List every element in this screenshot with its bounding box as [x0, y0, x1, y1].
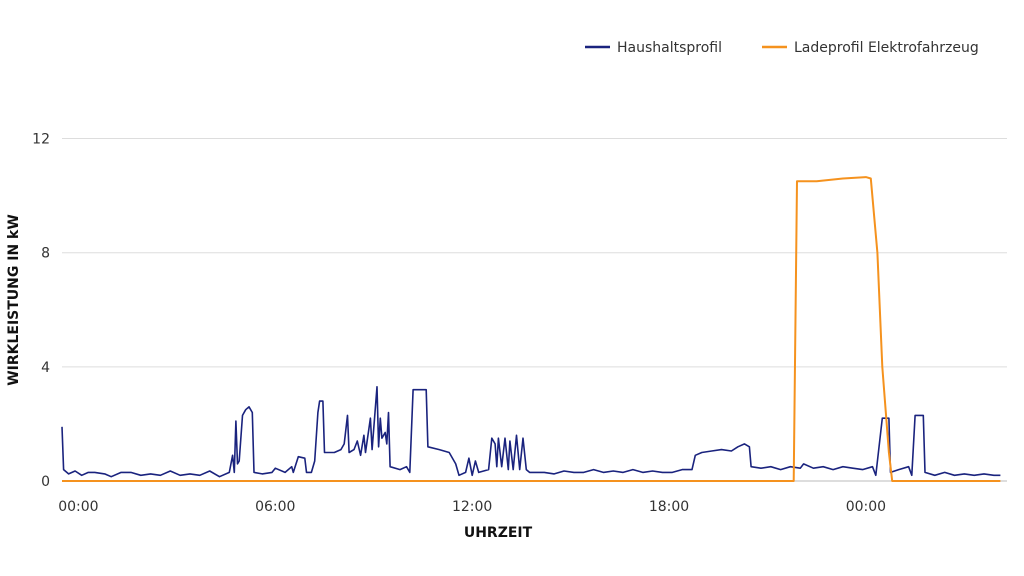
x-tick-labels: 00:00 06:00 12:00 18:00 00:00	[58, 499, 886, 515]
legend-item-haushaltsprofil: Haushaltsprofil	[585, 40, 722, 56]
x-tick-label-1: 06:00	[255, 499, 295, 515]
series-lines	[61, 176, 1001, 482]
y-tick-label-8: 8	[41, 246, 50, 262]
y-axis-title: WIRKLEISTUNG IN kW	[6, 214, 22, 386]
y-tick-labels: 0 4 8 12	[32, 132, 50, 490]
x-axis-title: UHRZEIT	[464, 525, 533, 541]
legend-label-ladeprofil: Ladeprofil Elektrofahrzeug	[794, 40, 979, 56]
x-tick-label-4: 00:00	[846, 499, 886, 515]
x-tick-label-0: 00:00	[58, 499, 98, 515]
y-tick-label-4: 4	[41, 360, 50, 376]
legend-item-ladeprofil: Ladeprofil Elektrofahrzeug	[762, 40, 979, 56]
gridlines	[62, 138, 1007, 482]
x-tick-label-2: 12:00	[452, 499, 492, 515]
legend: Haushaltsprofil Ladeprofil Elektrofahrze…	[585, 40, 979, 56]
series-line-haushaltsprofil	[61, 386, 1001, 478]
series-line-ladeprofil	[62, 176, 1001, 482]
y-tick-label-0: 0	[41, 474, 50, 490]
x-tick-label-3: 18:00	[649, 499, 689, 515]
legend-label-haushaltsprofil: Haushaltsprofil	[617, 40, 722, 56]
y-tick-label-12: 12	[32, 132, 50, 148]
